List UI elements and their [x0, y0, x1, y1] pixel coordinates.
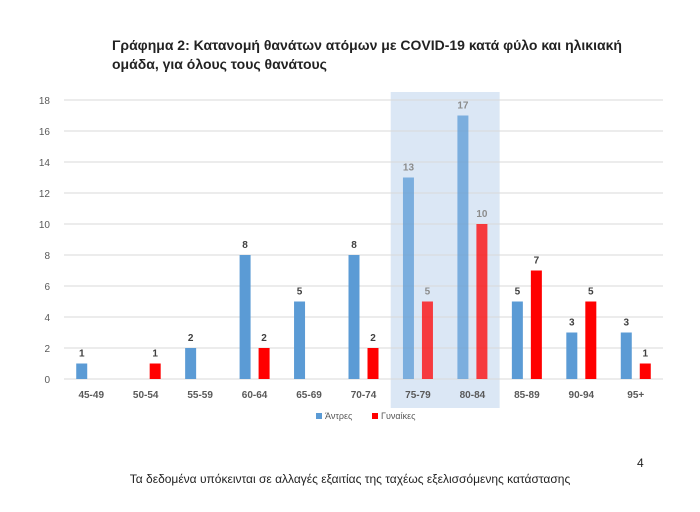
x-tick-label: 65-69: [296, 390, 322, 401]
data-label: 3: [569, 318, 575, 329]
data-label: 2: [188, 333, 194, 344]
legend-swatch-men: [316, 413, 322, 419]
x-tick-label: 75-79: [405, 390, 431, 401]
data-label: 1: [152, 349, 158, 360]
x-tick-label: 50-54: [133, 390, 159, 401]
data-label: 8: [242, 240, 248, 251]
y-tick-label: 12: [39, 189, 51, 200]
y-tick-label: 16: [39, 127, 51, 138]
bar-women: [639, 363, 651, 379]
y-tick-label: 0: [44, 375, 50, 386]
y-tick-label: 10: [39, 220, 51, 231]
x-tick-label: 45-49: [78, 390, 104, 401]
data-label: 5: [588, 287, 594, 298]
bar-women: [421, 301, 433, 379]
bar-women: [530, 270, 542, 379]
bar-men: [76, 363, 88, 379]
page-number: 4: [637, 456, 644, 470]
data-label: 13: [403, 163, 415, 174]
bar-men: [294, 301, 306, 379]
bar-men: [402, 177, 414, 379]
y-tick-label: 14: [39, 158, 51, 169]
x-tick-label: 55-59: [187, 390, 213, 401]
bar-women: [367, 348, 379, 379]
data-label: 2: [261, 333, 267, 344]
x-tick-label: 60-64: [242, 390, 268, 401]
data-label: 17: [457, 101, 469, 112]
legend-swatch-women: [372, 413, 378, 419]
y-tick-label: 8: [44, 251, 50, 262]
x-tick-label: 70-74: [351, 390, 377, 401]
data-label: 1: [79, 349, 85, 360]
x-tick-label: 80-84: [460, 390, 486, 401]
data-label: 3: [623, 318, 629, 329]
legend-label-women: Γυναίκες: [381, 411, 416, 421]
y-tick-label: 6: [44, 282, 50, 293]
bar-women: [585, 301, 597, 379]
bar-men: [185, 348, 197, 379]
data-label: 5: [297, 287, 303, 298]
bar-men: [348, 255, 360, 379]
bar-men: [511, 301, 523, 379]
bar-men: [239, 255, 251, 379]
data-label: 1: [642, 349, 648, 360]
footnote: Τα δεδομένα υπόκεινται σε αλλαγές εξαιτί…: [129, 472, 571, 486]
y-tick-label: 2: [44, 344, 50, 355]
data-label: 10: [476, 209, 488, 220]
bar-men: [566, 332, 578, 379]
data-label: 5: [425, 287, 431, 298]
bar-women: [258, 348, 270, 379]
data-label: 8: [351, 240, 357, 251]
bar-women: [149, 363, 161, 379]
bar-women: [476, 224, 488, 379]
bar-men: [620, 332, 632, 379]
y-tick-label: 18: [39, 96, 51, 107]
data-label: 7: [534, 256, 540, 267]
data-label: 5: [515, 287, 521, 298]
chart-title: Γράφημα 2: Κατανομή θανάτων ατόμων με CO…: [112, 37, 622, 72]
data-label: 2: [370, 333, 376, 344]
x-tick-label: 85-89: [514, 390, 540, 401]
x-tick-label: 90-94: [569, 390, 595, 401]
legend-label-men: Άντρες: [325, 411, 353, 421]
bar-men: [457, 115, 469, 379]
x-tick-label: 95+: [627, 390, 644, 401]
y-tick-label: 4: [44, 313, 50, 324]
